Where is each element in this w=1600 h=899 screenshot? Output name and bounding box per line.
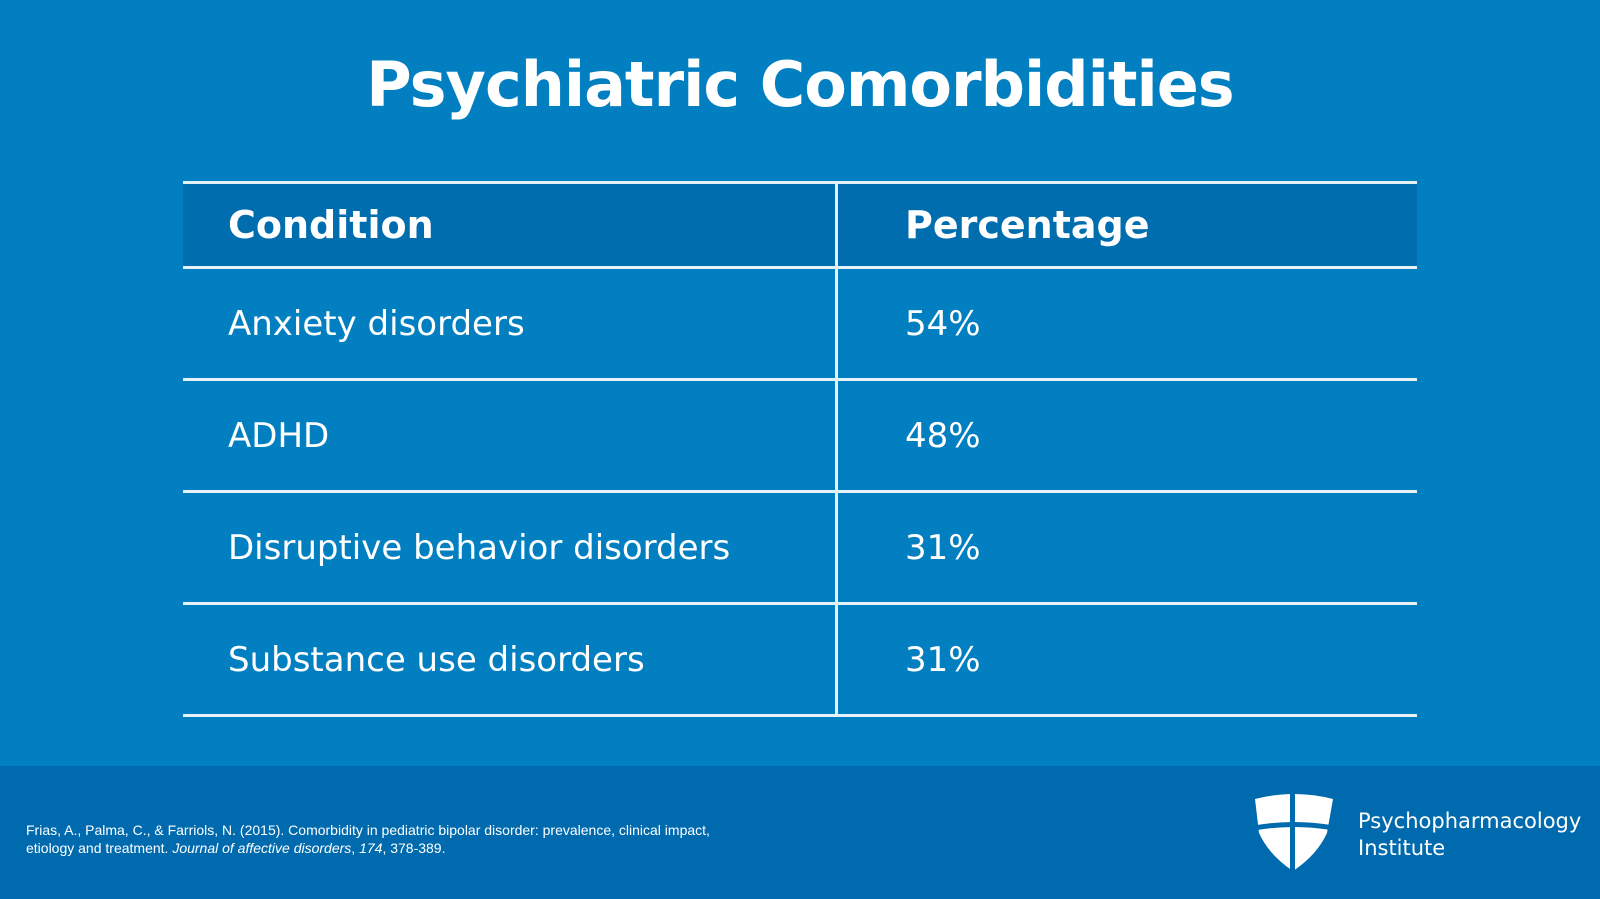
condition-cell: Anxiety disorders bbox=[228, 303, 525, 344]
table-row: ADHD 48% bbox=[183, 381, 1417, 493]
comorbidity-table: Condition Percentage Anxiety disorders 5… bbox=[183, 181, 1417, 717]
shield-logo-icon bbox=[1253, 793, 1335, 875]
brand-name: Psychopharmacology Institute bbox=[1358, 808, 1581, 862]
citation-volume: 174 bbox=[359, 840, 383, 856]
condition-cell: Substance use disorders bbox=[228, 639, 645, 680]
table-header: Condition Percentage bbox=[183, 181, 1417, 269]
condition-cell: Disruptive behavior disorders bbox=[228, 527, 731, 568]
citation: Frias, A., Palma, C., & Farriols, N. (20… bbox=[26, 821, 826, 857]
percentage-cell: 31% bbox=[905, 527, 981, 568]
condition-cell: ADHD bbox=[228, 415, 330, 456]
column-divider bbox=[835, 605, 838, 714]
table-row: Substance use disorders 31% bbox=[183, 605, 1417, 717]
citation-line2: etiology and treatment. bbox=[26, 840, 173, 856]
percentage-cell: 31% bbox=[905, 639, 981, 680]
column-divider bbox=[835, 269, 838, 378]
citation-journal: Journal of affective disorders bbox=[172, 840, 352, 856]
header-percentage: Percentage bbox=[905, 203, 1150, 247]
table-row: Anxiety disorders 54% bbox=[183, 269, 1417, 381]
column-divider bbox=[835, 184, 838, 266]
table-row: Disruptive behavior disorders 31% bbox=[183, 493, 1417, 605]
percentage-cell: 54% bbox=[905, 303, 981, 344]
citation-pages: , 378-389. bbox=[382, 840, 446, 856]
footer: Frias, A., Palma, C., & Farriols, N. (20… bbox=[0, 766, 1600, 899]
page-title: Psychiatric Comorbidities bbox=[366, 48, 1234, 121]
citation-separator: , bbox=[351, 840, 360, 856]
column-divider bbox=[835, 381, 838, 490]
column-divider bbox=[835, 493, 838, 602]
citation-line1: Frias, A., Palma, C., & Farriols, N. (20… bbox=[26, 822, 710, 838]
percentage-cell: 48% bbox=[905, 415, 981, 456]
brand-line2: Institute bbox=[1358, 836, 1446, 860]
header-condition: Condition bbox=[228, 203, 434, 247]
brand-line1: Psychopharmacology bbox=[1358, 809, 1582, 833]
